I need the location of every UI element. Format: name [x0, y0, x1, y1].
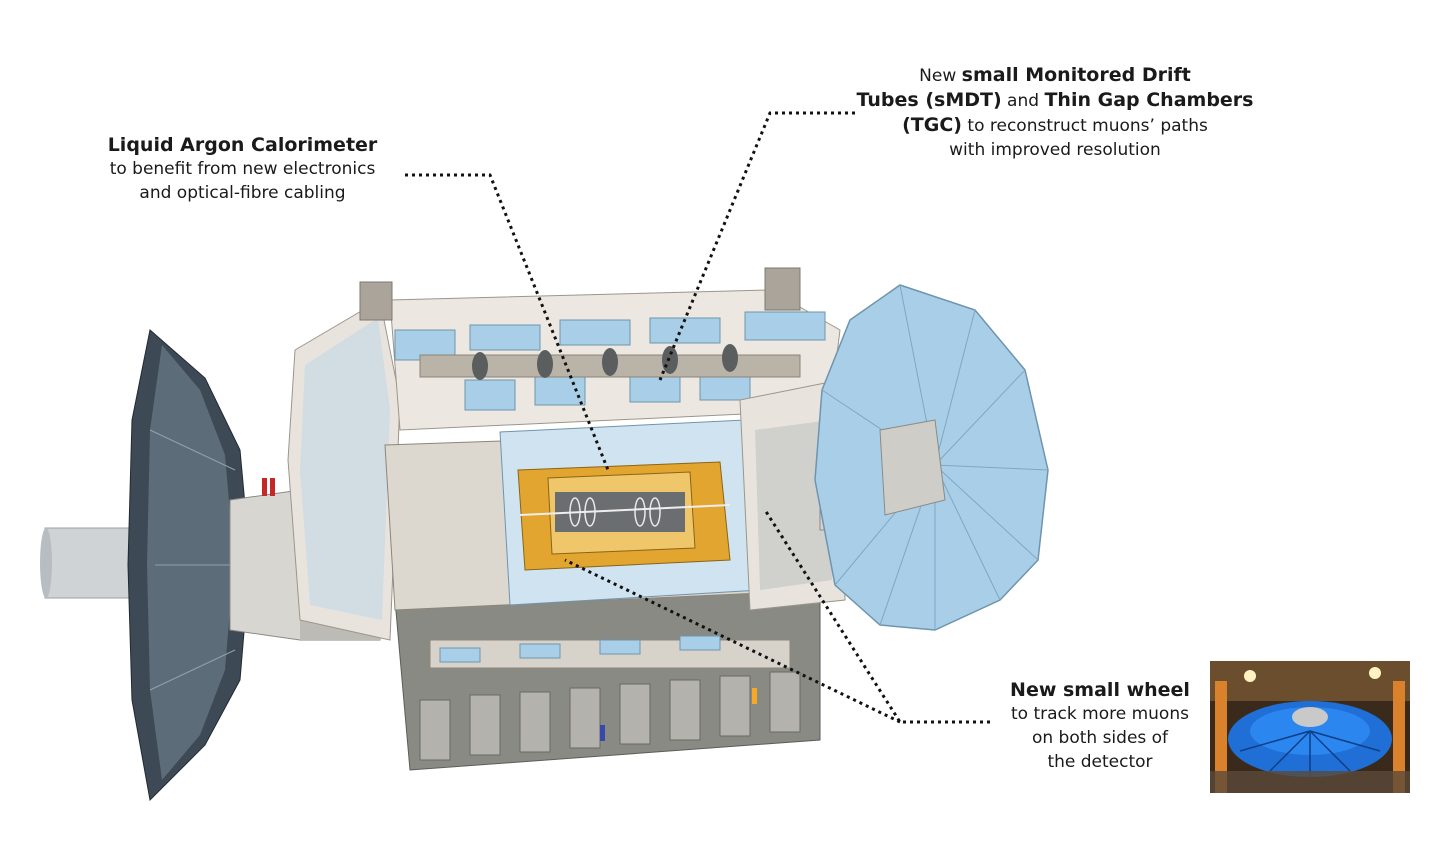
leader-lar	[405, 173, 610, 471]
leader-lines	[405, 111, 990, 724]
leader-nsw-b	[564, 558, 901, 724]
nsw-line3: the detector	[1047, 752, 1153, 772]
smdt-line3-rest: to reconstruct muons’ paths	[962, 116, 1208, 136]
nsw-title: New small wheel	[1010, 679, 1190, 701]
people-for-scale	[262, 478, 757, 741]
nsw-line2: on both sides of	[1031, 728, 1169, 748]
smdt-line4: with improved resolution	[949, 140, 1161, 160]
smdt-line2-mid: and	[1001, 91, 1045, 111]
label-liquid-argon-calorimeter: Liquid Argon Calorimeter to benefit from…	[95, 133, 390, 205]
smdt-line1-pre: New	[919, 66, 962, 86]
lar-title: Liquid Argon Calorimeter	[107, 134, 378, 156]
lar-line2: and optical-fibre cabling	[139, 183, 346, 203]
label-new-small-wheel: New small wheel to track more muons on b…	[990, 678, 1210, 774]
leader-smdt	[658, 111, 855, 381]
label-smdt-tgc: New small Monitored Drift Tubes (sMDT) a…	[840, 63, 1270, 162]
lar-line1: to benefit from new electronics	[109, 159, 376, 179]
smdt-line2-bold-a: Tubes (sMDT)	[856, 89, 1002, 111]
new-small-wheel-photo	[1210, 661, 1410, 793]
leader-nsw-a	[763, 509, 990, 724]
smdt-line3-bold: (TGC)	[902, 114, 962, 136]
nsw-line1: to track more muons	[1011, 704, 1189, 724]
smdt-line2-bold-b: Thin Gap Chambers	[1044, 89, 1254, 111]
smdt-line1-bold: small Monitored Drift	[961, 64, 1191, 86]
